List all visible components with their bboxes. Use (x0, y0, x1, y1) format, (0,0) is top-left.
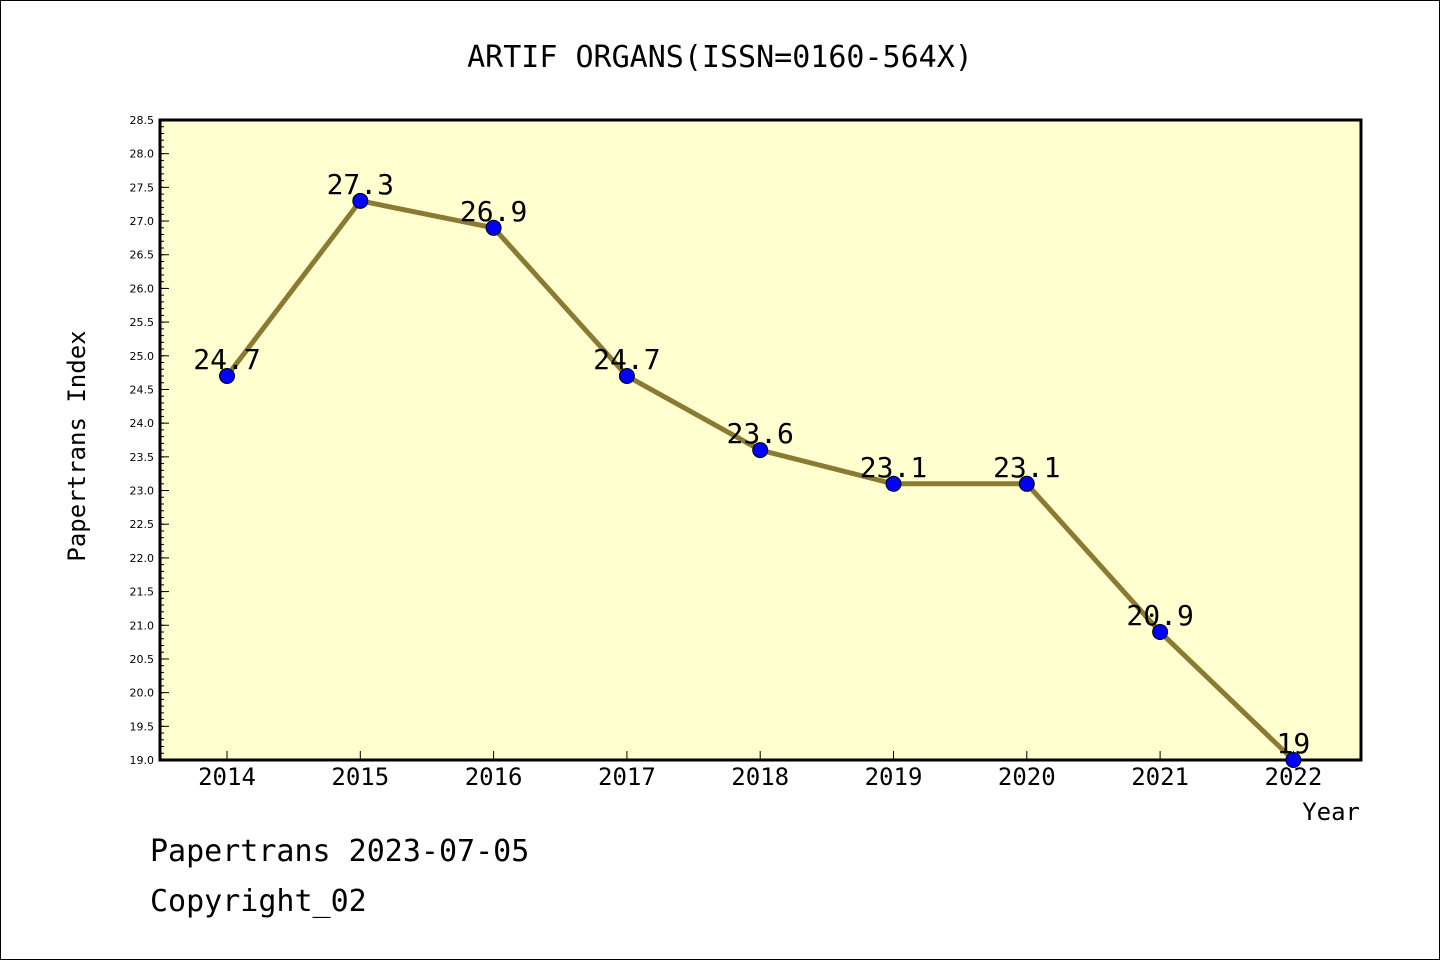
y-tick-label: 22.5 (130, 518, 155, 531)
y-tick-label: 26.5 (130, 249, 155, 262)
data-label: 27.3 (327, 168, 394, 201)
y-tick-label: 26.0 (130, 282, 155, 295)
x-tick-label: 2020 (998, 763, 1056, 791)
y-tick-label: 25.5 (130, 316, 155, 329)
data-label: 23.1 (860, 451, 927, 484)
data-point (1152, 624, 1169, 640)
data-label: 19 (1277, 727, 1311, 760)
x-tick-label: 2021 (1131, 763, 1189, 791)
y-tick-label: 23.5 (130, 451, 155, 464)
y-tick-label: 27.0 (130, 215, 155, 228)
y-axis-ticks: 19.0 19.5 20.0 20.5 21.0 21.5 22.0 22.5 23.0 23.5… (130, 114, 169, 767)
x-tick-label: 2015 (331, 763, 389, 791)
data-point (352, 192, 369, 209)
y-tick-label: 21.0 (130, 619, 155, 632)
x-axis-label: Year (1302, 798, 1360, 826)
y-tick-label: 21.5 (130, 586, 155, 599)
data-label: 20.9 (1126, 599, 1193, 632)
data-labels: 24.7 27.3 26.9 24.7 23.6 23.1 23.1 20.9 19 (193, 168, 1310, 760)
x-tick-label: 2014 (198, 763, 256, 791)
footer-date-line: Papertrans 2023-07-05 (150, 834, 530, 869)
x-tick-label: 2016 (465, 763, 523, 791)
y-tick-label: 28.5 (130, 114, 155, 127)
y-tick-label: 27.5 (130, 181, 155, 194)
y-tick-label: 20.0 (130, 687, 155, 700)
chart-title: ARTIF ORGANS(ISSN=0160-564X) (467, 40, 973, 75)
y-tick-label: 24.5 (130, 383, 155, 396)
x-tick-label: 2017 (598, 763, 656, 791)
y-tick-label: 23.0 (130, 485, 155, 498)
footer-copyright: Copyright_02 (150, 884, 367, 919)
data-label: 24.7 (193, 343, 260, 376)
x-tick-label: 2018 (731, 763, 789, 791)
y-tick-label: 19.0 (130, 754, 155, 767)
data-label: 23.6 (726, 417, 793, 450)
data-label: 23.1 (993, 451, 1060, 484)
data-point (885, 475, 902, 492)
data-point (485, 219, 502, 236)
y-tick-label: 19.5 (130, 720, 155, 733)
plot-area (158, 118, 1363, 762)
y-tick-label: 20.5 (130, 653, 155, 666)
data-label: 24.7 (593, 343, 660, 376)
y-tick-label: 22.0 (130, 552, 155, 565)
x-tick-label: 2019 (865, 763, 923, 791)
data-point (752, 442, 769, 459)
data-point (618, 368, 635, 384)
data-point (1285, 752, 1302, 768)
y-tick-label: 28.0 (130, 148, 155, 161)
data-points (219, 192, 1302, 768)
y-axis-label: Papertrans Index (63, 330, 91, 561)
y-tick-label: 25.0 (130, 350, 155, 363)
y-tick-label: 24.0 (130, 417, 155, 430)
data-point (1018, 475, 1035, 492)
data-point (219, 368, 235, 384)
x-axis-ticks: 2014 2015 2016 2017 2018 2019 2020 2021 2022 (198, 751, 1322, 791)
data-label: 26.9 (460, 195, 527, 228)
